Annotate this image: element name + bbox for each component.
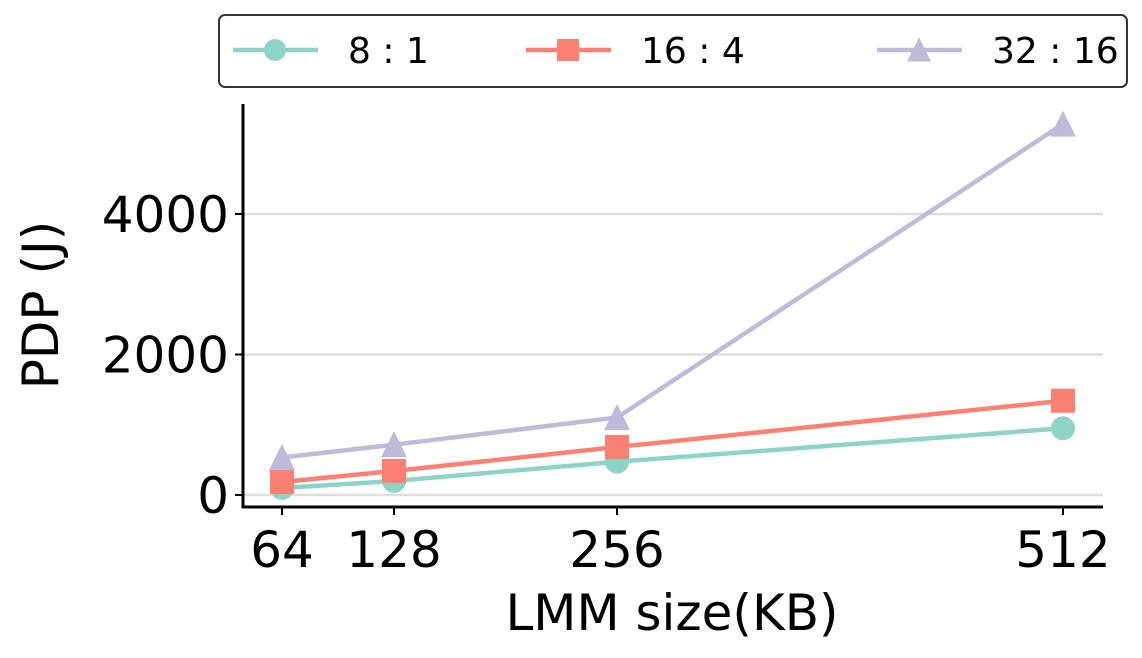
circle-marker <box>1051 416 1075 441</box>
legend-frame <box>218 14 1128 88</box>
y-tick-label: 4000 <box>102 186 229 244</box>
axes <box>241 104 1103 509</box>
triangle-marker <box>907 37 931 62</box>
square-marker <box>557 39 579 61</box>
square-marker <box>605 435 629 460</box>
series-layer <box>269 110 1076 500</box>
y-tick-label: 0 <box>197 467 229 525</box>
series-line <box>281 398 1064 485</box>
x-ticks: 64 128 256 512 <box>250 507 1111 579</box>
x-tick-label: 64 <box>250 521 314 579</box>
x-tick-label: 512 <box>1015 521 1110 579</box>
legend-item-2: 32 : 16 <box>877 31 1119 72</box>
x-axis-label: LMM size(KB) <box>505 584 838 642</box>
series-line <box>281 122 1065 460</box>
series-line <box>281 426 1064 491</box>
y-gridlines <box>243 212 1103 497</box>
triangle-marker <box>1050 110 1076 137</box>
legend-item-0: 8 : 1 <box>233 31 429 72</box>
y-axis-label: PDP (J) <box>12 221 70 389</box>
series-2 <box>269 110 1076 471</box>
triangle-marker <box>604 403 630 431</box>
circle-marker <box>264 39 286 61</box>
y-tick-label: 2000 <box>102 327 229 385</box>
series-1 <box>270 388 1075 495</box>
legend-label: 16 : 4 <box>641 31 745 72</box>
y-ticks: 0 2000 4000 <box>102 186 243 525</box>
x-tick-label: 128 <box>346 521 441 579</box>
legend: 8 : 1 16 : 4 32 : 16 <box>218 14 1128 88</box>
square-marker <box>270 470 294 495</box>
legend-label: 32 : 16 <box>992 31 1119 72</box>
series-0 <box>270 416 1075 500</box>
square-marker <box>382 458 406 483</box>
square-marker <box>1051 388 1075 413</box>
legend-label: 8 : 1 <box>348 31 429 72</box>
x-tick-label: 256 <box>569 521 664 579</box>
triangle-marker <box>381 431 407 458</box>
legend-item-1: 16 : 4 <box>526 31 745 72</box>
triangle-marker <box>269 443 295 471</box>
